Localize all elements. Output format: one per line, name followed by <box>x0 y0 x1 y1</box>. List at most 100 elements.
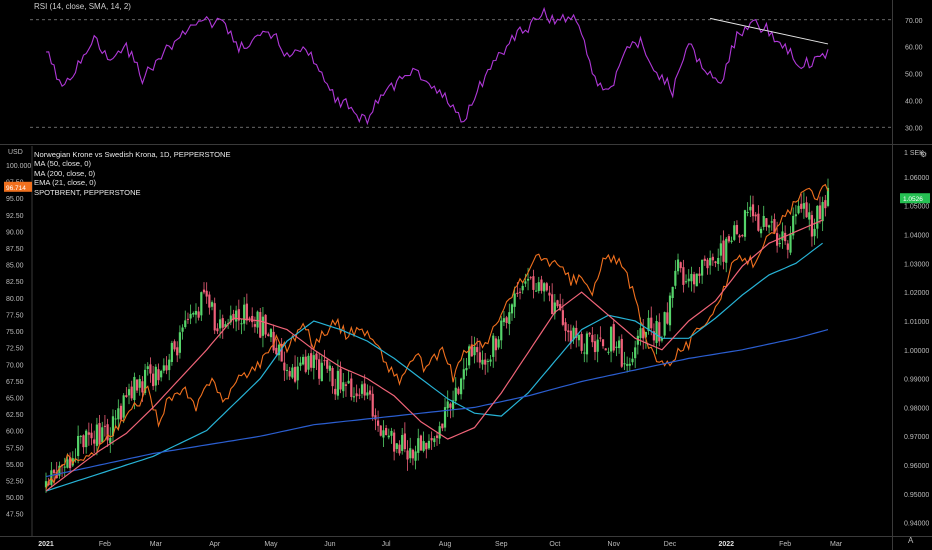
time-tick-label: Feb <box>779 541 791 548</box>
candle-body <box>280 344 283 362</box>
legend-symbol[interactable]: Norwegian Krone vs Swedish Krona, 1D, PE… <box>34 150 231 159</box>
candle-body <box>358 394 361 396</box>
candle-body <box>746 211 749 213</box>
candle-body <box>703 258 706 261</box>
time-tick-label: Mar <box>150 541 163 548</box>
candle-body <box>189 313 192 319</box>
candle-body <box>725 238 728 263</box>
candle-body <box>213 303 216 331</box>
auto-scale-button[interactable]: A <box>908 536 914 545</box>
right-tick-label: 1.04000 <box>904 233 929 240</box>
candle-body <box>500 320 503 341</box>
candle-body <box>85 430 88 448</box>
candle-body <box>323 360 326 362</box>
candle-body <box>824 200 827 209</box>
candle-body <box>526 278 530 281</box>
candle-body <box>465 367 468 371</box>
candle-body <box>789 233 792 253</box>
candle-body <box>548 292 551 296</box>
candle-body <box>650 317 653 329</box>
candle-body <box>636 335 639 345</box>
candle-body <box>374 415 377 420</box>
legend-brent[interactable]: SPOTBRENT, PEPPERSTONE <box>34 187 141 197</box>
candle-body <box>671 286 674 299</box>
candle-body <box>719 243 722 256</box>
candle-body <box>184 320 187 328</box>
candle-body <box>454 387 457 401</box>
candle-body <box>342 382 345 392</box>
candle-body <box>71 458 74 466</box>
candle-body <box>334 388 337 395</box>
time-tick-label: Mar <box>830 541 843 548</box>
candle-body <box>44 481 48 488</box>
candle-body <box>315 353 318 360</box>
candle-body <box>620 338 623 367</box>
left-tick-label: 75.00 <box>6 329 24 336</box>
candle-body <box>162 365 165 371</box>
candle-body <box>593 341 597 353</box>
right-axis-unit[interactable]: 1 SEK <box>904 150 924 157</box>
legend-ema21[interactable]: EMA (21, close, 0) <box>34 178 97 188</box>
right-tick-label: 0.95000 <box>904 492 929 499</box>
rsi-trendline <box>710 17 829 45</box>
candle-body <box>256 311 259 328</box>
candle-body <box>427 440 431 449</box>
candle-body <box>457 388 460 394</box>
right-tick-label: 1.00000 <box>904 348 929 355</box>
candle-body <box>135 379 139 391</box>
left-tick-label: 52.50 <box>6 479 24 486</box>
candle-body <box>127 389 131 396</box>
candle-body <box>765 218 768 227</box>
candle-body <box>438 426 441 439</box>
candle-body <box>478 352 481 363</box>
candle-body <box>484 359 487 365</box>
candle-body <box>111 416 115 437</box>
ma200-line <box>45 329 829 478</box>
candle-body <box>267 334 270 337</box>
candle-body <box>52 469 56 474</box>
candle-body <box>272 331 275 351</box>
candle-body <box>743 210 747 237</box>
time-tick-label: Jun <box>324 541 335 548</box>
candle-body <box>232 313 235 320</box>
candle-body <box>339 368 342 390</box>
legend-ma50[interactable]: MA (50, close, 0) <box>34 159 91 169</box>
right-tick-label: 1.01000 <box>904 319 929 326</box>
left-tick-label: 60.00 <box>6 429 24 436</box>
candle-body <box>759 228 763 234</box>
candle-body <box>425 442 428 450</box>
candle-body <box>559 304 562 311</box>
candle-body <box>237 309 240 321</box>
candle-body <box>802 203 805 209</box>
rsi-tick-label: 50.00 <box>905 72 923 79</box>
candle-body <box>368 390 372 395</box>
candle-body <box>312 355 315 369</box>
candle-body <box>676 259 680 272</box>
candle-body <box>821 201 824 222</box>
candle-body <box>95 424 98 446</box>
candle-body <box>521 285 524 291</box>
candle-body <box>513 293 516 307</box>
candle-body <box>470 344 473 357</box>
candle-body <box>390 430 393 436</box>
candle-body <box>366 392 369 396</box>
candle-body <box>98 423 101 445</box>
candle-body <box>160 370 163 378</box>
candle-body <box>808 212 811 220</box>
right-last-price-label: 1.0526 <box>903 196 923 203</box>
candle-body <box>419 435 423 451</box>
candle-body <box>446 401 449 409</box>
time-tick-label: 2022 <box>718 541 734 548</box>
left-tick-label: 47.50 <box>6 512 24 519</box>
candle-body <box>304 356 307 372</box>
rsi-legend[interactable]: RSI (14, close, SMA, 14, 2) <box>34 2 131 11</box>
candle-body <box>154 366 157 386</box>
candle-body <box>749 206 752 211</box>
candle-body <box>363 383 366 396</box>
candle-body <box>240 323 243 325</box>
legend-ma200[interactable]: MA (200, close, 0) <box>34 168 96 178</box>
candle-body <box>618 340 621 349</box>
gear-icon[interactable]: ⚙ <box>920 150 928 159</box>
candle-body <box>79 435 82 437</box>
candle-body <box>106 424 109 441</box>
